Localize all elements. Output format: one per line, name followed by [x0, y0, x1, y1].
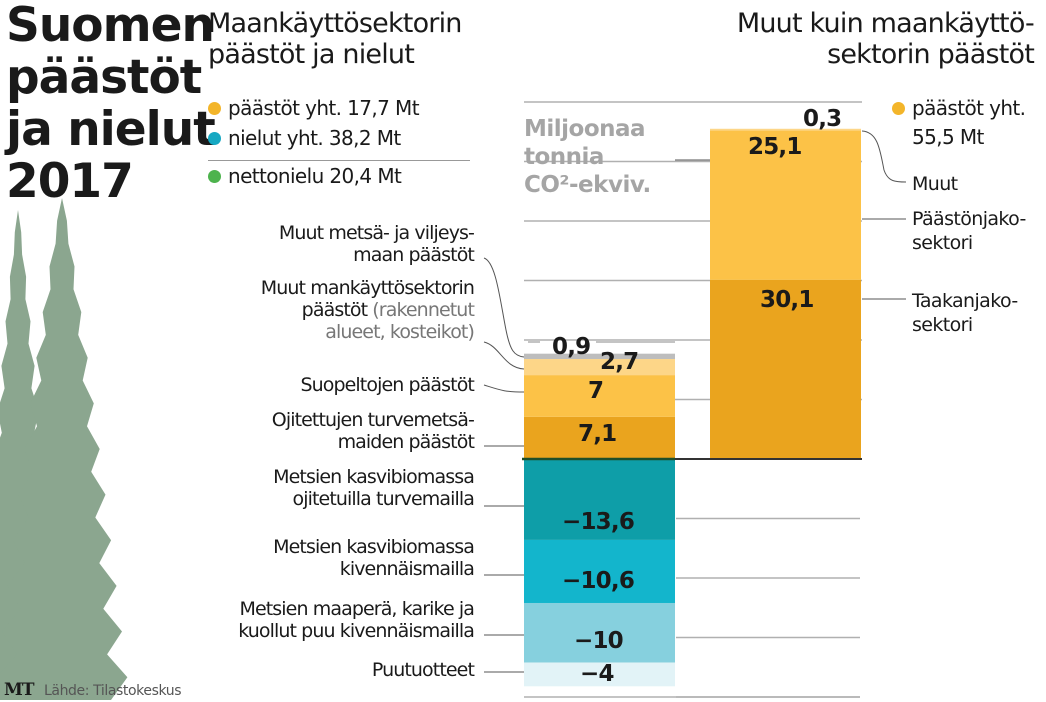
legend-divider: [208, 160, 470, 161]
legend-dot-net-sink-icon: [208, 169, 221, 183]
legend-value: 55,5 Mt: [912, 125, 984, 149]
spruce-tree-illustration: [0, 198, 128, 700]
legend-item-sinks: nielut yht. 38,2 Mt: [208, 126, 470, 150]
legend-label: päästöt yht.: [912, 96, 1026, 120]
leader-line: [861, 130, 907, 183]
bar-segment: [524, 353, 675, 360]
bar-segment: [524, 459, 675, 540]
legend-dot-emissions-icon: [208, 101, 221, 115]
category-label-other: Muut: [912, 173, 958, 195]
legend-dot-emissions-icon: [892, 101, 905, 115]
value-label: −10: [574, 628, 624, 654]
value-label: −13,6: [562, 509, 635, 535]
bar-segment: [710, 128, 861, 131]
main-title: Suomen päästöt ja nielut 2017: [6, 0, 216, 209]
category-label-soil-litter: Metsien maaperä, karike ja kuollut puu k…: [238, 598, 475, 642]
leader-line: [483, 341, 525, 370]
left-chart-subtitle: Maankäyttösektorin päästöt ja nielut: [208, 8, 462, 70]
unit-label: Miljoonaa tonnia CO²-ekviv.: [524, 116, 651, 198]
category-label-biomass-peat: Metsien kasvibiomassa ojitetuilla turvem…: [273, 466, 475, 510]
legend-label: nettonielu 20,4 Mt: [228, 164, 402, 188]
category-label-main: Muut mankäyttösektorin päästöt: [260, 277, 475, 321]
bar-segment: [524, 375, 675, 417]
bar-segment: [524, 662, 675, 687]
tree-shape: [0, 198, 128, 700]
legend-item-net-sink: nettonielu 20,4 Mt: [208, 164, 470, 188]
value-label: 7,1: [578, 421, 617, 447]
source-note: Lähde: Tilastokeskus: [44, 683, 182, 699]
bar-segment: [710, 130, 861, 280]
value-label: 0,3: [803, 106, 842, 132]
value-label: 2,7: [600, 349, 639, 375]
value-label: 7: [588, 378, 604, 404]
category-label-effort-sharing: Taakanjako- sektori: [912, 290, 1018, 336]
leader-line: [483, 257, 525, 358]
leader-lines: [483, 130, 907, 673]
category-label-other-land-use: Muut mankäyttösektorin päästöt (rakennet…: [260, 277, 475, 343]
value-label: 25,1: [748, 134, 802, 160]
category-label-wood-products: Puutuotteet: [371, 659, 475, 681]
left-legend: päästöt yht. 17,7 Mt nielut yht. 38,2 Mt…: [208, 96, 470, 188]
right-legend: päästöt yht. 55,5 Mt: [892, 96, 1026, 149]
category-label-ets: Päästönjako- sektori: [912, 208, 1026, 254]
bar-segment: [524, 359, 675, 376]
bar-segment: [524, 602, 675, 663]
category-label-peat-fields: Suopeltojen päästöt: [300, 374, 474, 396]
right-chart-subtitle: Muut kuin maankäyttö- sektorin päästöt: [736, 8, 1035, 70]
category-label-biomass-mineral: Metsien kasvibiomassa kivennäismailla: [273, 536, 475, 580]
legend-label: päästöt yht. 17,7 Mt: [228, 96, 420, 120]
bar-segment: [710, 279, 861, 459]
legend-item-emissions: päästöt yht. 17,7 Mt: [208, 96, 470, 120]
value-label: −10,6: [562, 568, 635, 594]
category-label-drained-peat-forest: Ojitettujen turvemetsä- maiden päästöt: [271, 409, 475, 453]
mt-logo: MT: [4, 680, 34, 700]
value-label: −4: [580, 661, 614, 687]
value-label: 30,1: [760, 287, 814, 313]
category-label-note: (rakennetut alueet, kosteikot): [325, 299, 475, 343]
legend-dot-sinks-icon: [208, 131, 221, 145]
leader-line: [483, 384, 525, 393]
bar-segment: [524, 416, 675, 459]
legend-label: nielut yht. 38,2 Mt: [228, 126, 401, 150]
legend-item-total-emissions: päästöt yht.: [892, 96, 1026, 120]
bar-segment: [524, 539, 675, 603]
bars: [522, 128, 862, 687]
category-label-other-forest: Muut metsä- ja viljeys- maan päästöt: [278, 222, 475, 266]
value-label: 0,9: [552, 334, 591, 360]
